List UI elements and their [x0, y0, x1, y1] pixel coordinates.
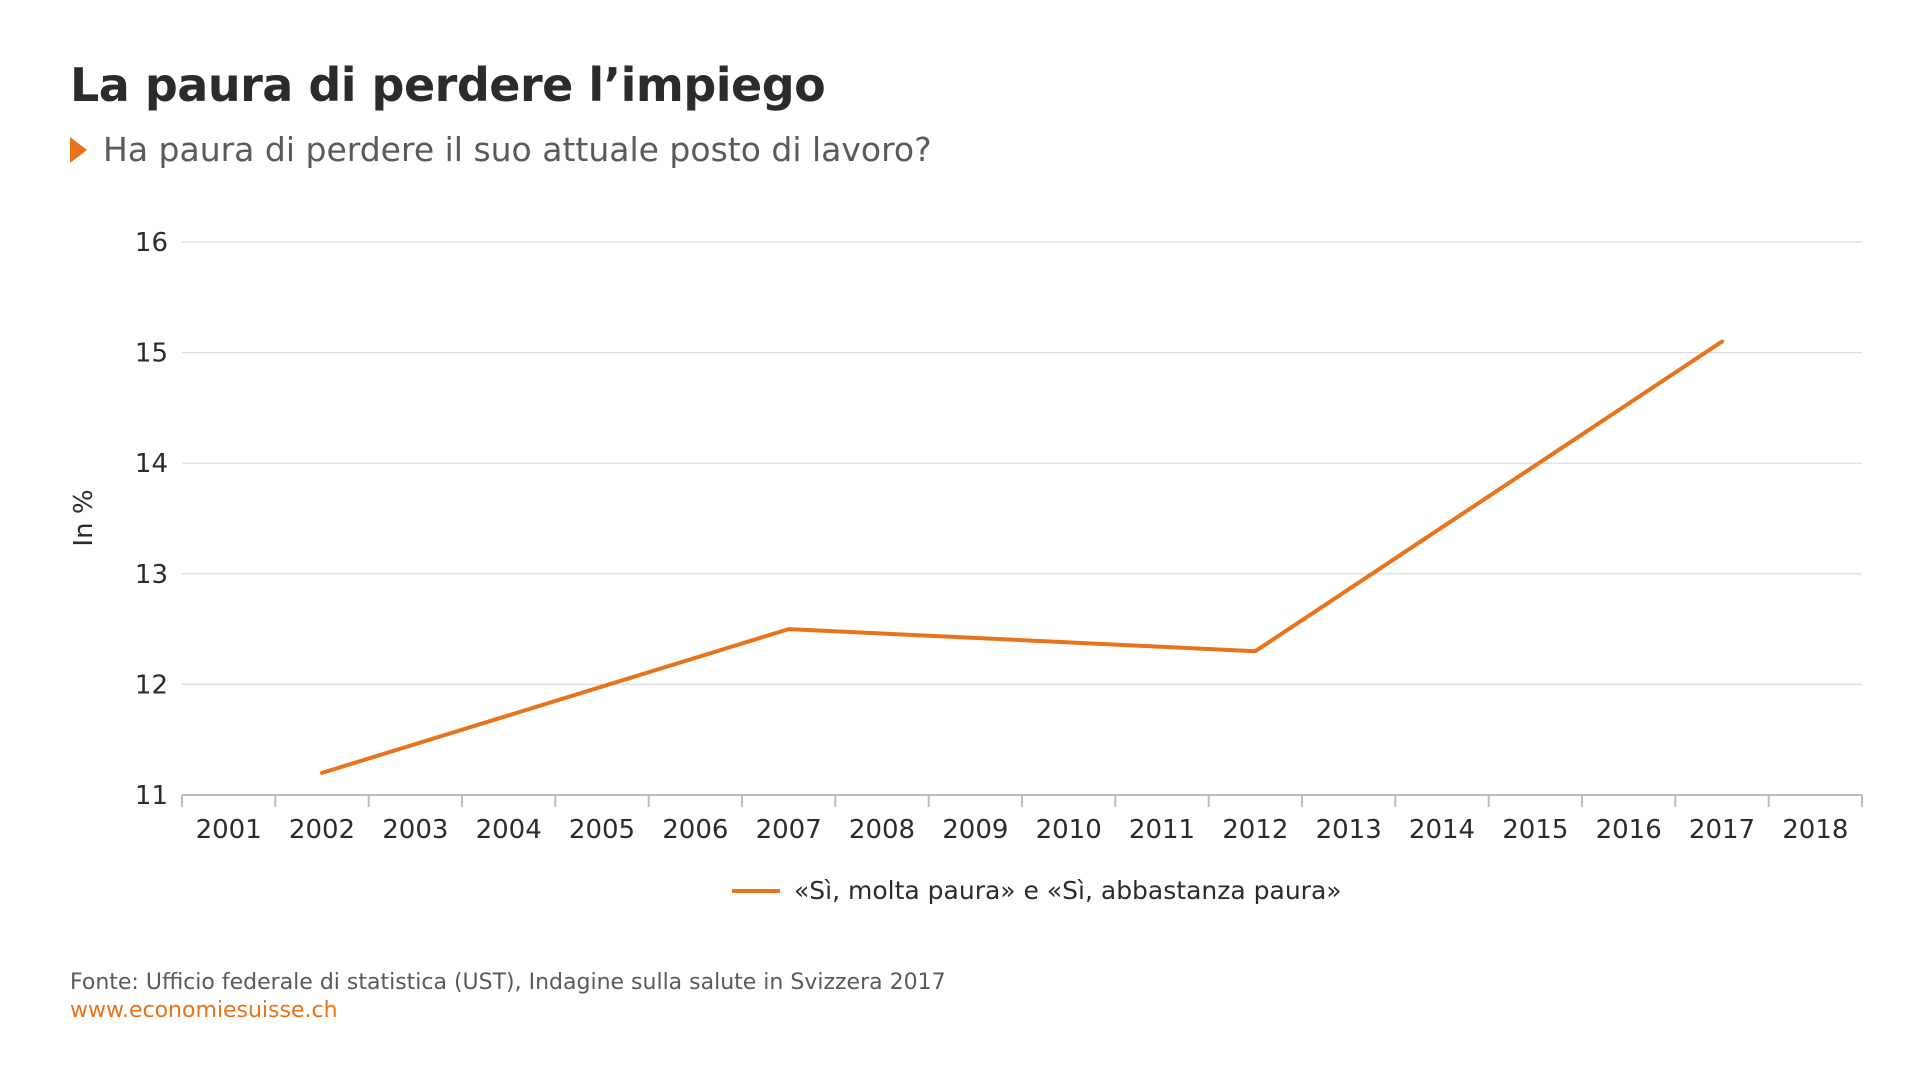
y-tick-label-15: 15 — [135, 339, 168, 369]
legend-label: «Sì, molta paura» e «Sì, abbastanza paur… — [794, 876, 1342, 905]
x-tick-label-2018: 2018 — [1782, 815, 1848, 845]
x-axis: 2001 2002 2003 2004 2005 2006 2007 2008 2009 2010… — [181, 795, 1863, 845]
x-tick-label-2009: 2009 — [942, 815, 1008, 845]
x-tick-label-2008: 2008 — [849, 815, 915, 845]
x-tick-label-2016: 2016 — [1596, 815, 1662, 845]
x-tick-label-2011: 2011 — [1129, 815, 1195, 845]
x-tick-label-2014: 2014 — [1409, 815, 1475, 845]
series-line-0 — [320, 339, 1724, 775]
x-tick-label-2003: 2003 — [382, 815, 448, 845]
x-tick-label-2013: 2013 — [1316, 815, 1382, 845]
legend-swatch — [732, 888, 780, 893]
x-tick-label-2001: 2001 — [196, 815, 262, 845]
y-tick-label-16: 16 — [135, 228, 168, 258]
y-tick-label-11: 11 — [135, 781, 168, 811]
x-tick-label-2012: 2012 — [1222, 815, 1288, 845]
x-tick-label-2007: 2007 — [756, 815, 822, 845]
x-tick-label-2005: 2005 — [569, 815, 635, 845]
x-tick-label-2004: 2004 — [476, 815, 542, 845]
x-tick-label-2006: 2006 — [662, 815, 728, 845]
y-axis-label: In % — [69, 489, 99, 546]
y-tick-label-13: 13 — [135, 560, 168, 590]
source-note: Fonte: Ufficio federale di statistica (U… — [70, 970, 946, 995]
x-tick-label-2017: 2017 — [1689, 815, 1755, 845]
x-tick-label-2002: 2002 — [289, 815, 355, 845]
x-tick-label-2010: 2010 — [1036, 815, 1102, 845]
chart-title: La paura di perdere l’impiego — [70, 58, 826, 112]
chart-subtitle-text: Ha paura di perdere il suo attuale posto… — [103, 130, 932, 169]
triangle-marker-icon — [70, 136, 87, 163]
series-layer — [320, 339, 1724, 775]
y-tick-label-14: 14 — [135, 449, 168, 479]
y-tick-label-12: 12 — [135, 670, 168, 700]
chart-subtitle: Ha paura di perdere il suo attuale posto… — [70, 130, 932, 169]
source-link[interactable]: www.economiesuisse.ch — [70, 998, 338, 1023]
y-axis-ticks: 11 12 13 14 15 16 — [135, 228, 168, 811]
x-tick-label-2015: 2015 — [1502, 815, 1568, 845]
legend: «Sì, molta paura» e «Sì, abbastanza paur… — [732, 876, 1342, 905]
grid-lines — [182, 241, 1862, 796]
